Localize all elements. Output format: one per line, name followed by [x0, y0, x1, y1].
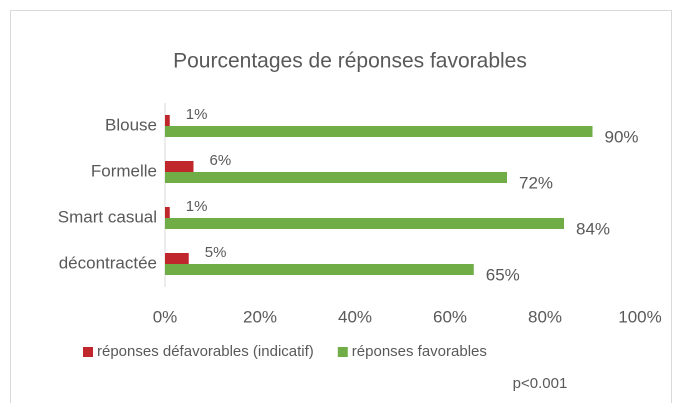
chart-frame	[10, 10, 672, 403]
y-tick-label: décontractée	[59, 253, 157, 272]
bar	[165, 264, 474, 275]
bar	[165, 207, 170, 218]
bar	[165, 126, 593, 137]
y-tick-label: Smart casual	[58, 207, 157, 226]
x-tick-label: 40%	[338, 307, 372, 326]
data-label: 65%	[486, 265, 520, 284]
legend-swatch	[83, 347, 93, 357]
legend-label: réponses défavorables (indicatif)	[97, 343, 314, 360]
y-tick-label: Blouse	[105, 115, 157, 134]
bar	[165, 161, 194, 172]
x-tick-label: 100%	[618, 307, 661, 326]
data-label: 1%	[186, 106, 208, 123]
x-tick-label: 60%	[433, 307, 467, 326]
legend-swatch	[337, 347, 348, 357]
data-label: 84%	[576, 219, 610, 238]
x-tick-label: 0%	[153, 307, 178, 326]
annotation: p<0.001	[513, 375, 568, 392]
bar	[165, 218, 564, 229]
data-label: 1%	[186, 198, 208, 215]
data-label: 72%	[519, 173, 553, 192]
bar	[165, 115, 170, 126]
x-tick-label: 80%	[528, 307, 562, 326]
data-label: 5%	[205, 244, 227, 261]
bar	[165, 253, 189, 264]
bar	[165, 172, 507, 183]
y-tick-label: Formelle	[91, 161, 157, 180]
x-tick-label: 20%	[243, 307, 277, 326]
data-label: 90%	[605, 127, 639, 146]
data-label: 6%	[210, 152, 232, 169]
legend-label: réponses favorables	[352, 343, 487, 360]
chart-title: Pourcentages de réponses favorables	[173, 50, 527, 73]
